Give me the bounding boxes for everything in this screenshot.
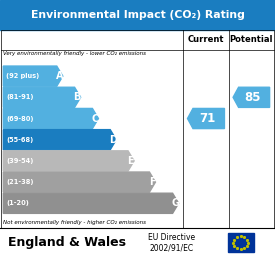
- Polygon shape: [188, 108, 224, 128]
- Text: F: F: [149, 177, 155, 187]
- Text: 71: 71: [199, 112, 216, 125]
- Text: (21-38): (21-38): [6, 179, 34, 185]
- Text: (1-20): (1-20): [6, 200, 29, 206]
- Text: D: D: [109, 135, 117, 145]
- Polygon shape: [233, 87, 270, 107]
- Text: 85: 85: [245, 91, 261, 104]
- Text: Very environmentally friendly - lower CO₂ emissions: Very environmentally friendly - lower CO…: [3, 51, 146, 56]
- Text: (69-80): (69-80): [6, 116, 34, 122]
- Bar: [0, 0, 275, 30]
- Text: A: A: [56, 71, 63, 81]
- Bar: [1, 30, 274, 228]
- Text: C: C: [92, 114, 99, 124]
- Text: (81-91): (81-91): [6, 94, 34, 100]
- Text: Potential: Potential: [230, 35, 273, 44]
- Polygon shape: [3, 130, 116, 150]
- Polygon shape: [3, 66, 63, 86]
- Text: B: B: [74, 92, 81, 102]
- Polygon shape: [3, 172, 155, 192]
- Text: G: G: [171, 198, 179, 208]
- Text: Not environmentally friendly - higher CO₂ emissions: Not environmentally friendly - higher CO…: [3, 220, 146, 225]
- Bar: [228, 233, 254, 252]
- Text: E: E: [127, 156, 134, 166]
- Text: (92 plus): (92 plus): [6, 73, 39, 79]
- Polygon shape: [3, 87, 81, 107]
- Text: (55-68): (55-68): [6, 137, 33, 143]
- Text: Current: Current: [188, 35, 224, 44]
- Polygon shape: [3, 108, 98, 128]
- Polygon shape: [3, 151, 134, 171]
- Text: EU Directive
2002/91/EC: EU Directive 2002/91/EC: [148, 233, 196, 253]
- Polygon shape: [3, 193, 179, 213]
- Text: England & Wales: England & Wales: [8, 236, 126, 249]
- Bar: [0, 228, 275, 258]
- Text: (39-54): (39-54): [6, 158, 34, 164]
- Text: Environmental Impact (CO₂) Rating: Environmental Impact (CO₂) Rating: [31, 10, 244, 20]
